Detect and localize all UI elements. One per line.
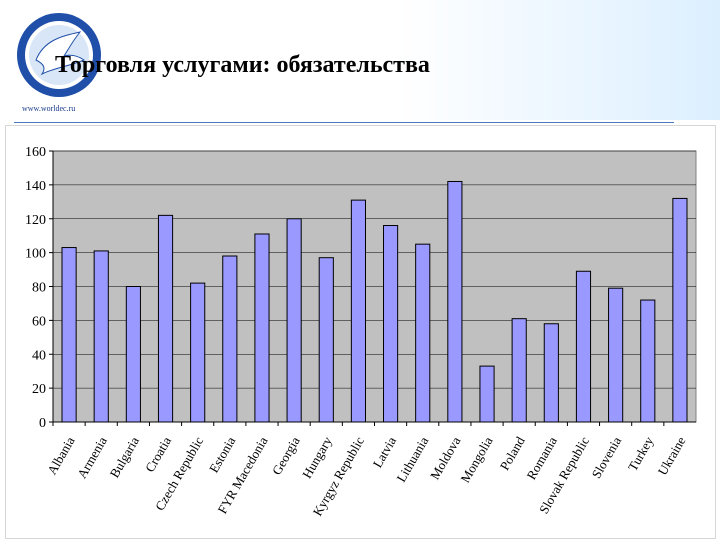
y-tick-label: 160 bbox=[25, 145, 46, 160]
x-tick-label: Lithuania bbox=[393, 434, 431, 485]
x-tick-label: Turkey bbox=[625, 434, 657, 474]
bar bbox=[190, 282, 206, 423]
bar bbox=[479, 365, 495, 423]
x-tick-label: Bulgaria bbox=[107, 434, 142, 480]
x-tick-label: Armenia bbox=[74, 434, 110, 481]
x-tick-label: Slovenia bbox=[588, 434, 624, 481]
x-tick-label: Poland bbox=[497, 434, 528, 473]
x-tick-label: Croatia bbox=[142, 434, 174, 475]
y-tick-label: 0 bbox=[39, 416, 46, 431]
organization-logo bbox=[17, 13, 101, 97]
bar bbox=[93, 250, 109, 423]
x-tick-label: Ukraine bbox=[655, 434, 689, 478]
x-tick-label: Georgia bbox=[269, 434, 303, 478]
chart-frame: 0 20 40 60 80 100 120 140 160 Albania Armenia Bulga… bbox=[5, 125, 716, 539]
bar bbox=[608, 287, 624, 423]
y-tick-label: 20 bbox=[32, 382, 46, 397]
bar bbox=[543, 323, 559, 423]
y-tick-label: 100 bbox=[25, 247, 46, 262]
y-tick-label: 140 bbox=[25, 179, 46, 194]
header-divider bbox=[14, 122, 674, 123]
y-tick-label: 120 bbox=[25, 213, 46, 228]
x-tick-label: Latvia bbox=[370, 434, 400, 470]
page-title: Торговля услугами: обязательства bbox=[55, 52, 430, 78]
bar bbox=[222, 255, 238, 423]
bar bbox=[447, 180, 463, 423]
bar bbox=[415, 243, 431, 423]
y-tick-label: 80 bbox=[32, 281, 46, 296]
bar bbox=[318, 257, 334, 423]
bar bbox=[157, 214, 174, 423]
bar bbox=[125, 286, 141, 423]
x-tick-label: Estonia bbox=[206, 434, 239, 475]
bar bbox=[640, 299, 656, 423]
site-url[interactable]: www.worldec.ru bbox=[22, 104, 76, 113]
bar bbox=[672, 197, 688, 423]
bar bbox=[575, 270, 592, 423]
x-tick-label: Hungary bbox=[299, 434, 335, 481]
bar bbox=[61, 247, 77, 423]
bar bbox=[286, 218, 302, 423]
bar bbox=[254, 233, 270, 423]
x-tick-label: Albania bbox=[44, 434, 78, 477]
y-tick-label: 60 bbox=[32, 314, 46, 329]
bar bbox=[383, 225, 399, 423]
y-tick-label: 40 bbox=[32, 348, 46, 363]
bar bbox=[511, 318, 527, 423]
bar bbox=[350, 199, 366, 423]
bar-chart: 0 20 40 60 80 100 120 140 160 AlbaniaArmeniaBulga… bbox=[25, 145, 697, 519]
header-background bbox=[0, 0, 720, 120]
